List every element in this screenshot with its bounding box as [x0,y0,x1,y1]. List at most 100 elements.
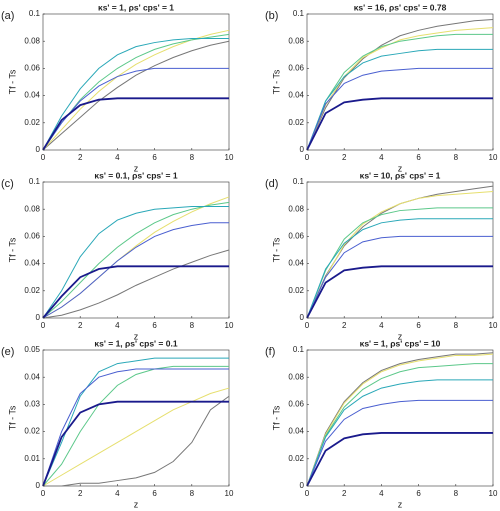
x-tick-label: 8 [454,153,459,162]
y-tick-label: 0.04 [24,91,40,100]
y-tick-label: 0.1 [293,345,305,354]
y-tick-label: 0 [36,481,41,490]
x-axis-label: z [398,163,403,173]
y-tick-label: 0.04 [288,427,304,436]
y-tick-label: 0.05 [24,345,40,354]
curve [306,379,493,487]
plot-area [306,349,494,487]
y-tick-label: 0.1 [29,177,41,186]
x-tick-label: 10 [489,489,498,498]
panel-label: (b) [265,10,278,22]
curve [306,235,493,319]
y-tick-label: 0 [36,145,41,154]
title: κs' = 10, ρs' cps' = 1 [360,170,441,180]
x-axis-label: z [134,331,139,341]
x-tick-label: 8 [190,153,195,162]
curve [42,400,229,487]
x-tick-label: 2 [78,489,83,498]
x-tick-label: 10 [225,153,234,162]
x-tick-label: 8 [190,321,195,330]
x-tick-label: 8 [190,489,195,498]
x-tick-label: 8 [454,489,459,498]
x-axis-label: z [398,499,403,509]
y-tick-label: 0.06 [288,400,304,409]
plot-area [42,349,230,487]
y-tick-label: 0.08 [288,36,304,45]
x-tick-label: 0 [305,489,310,498]
x-tick-label: 4 [115,321,120,330]
y-tick-label: 0.06 [24,64,40,73]
y-tick-label: 0.02 [288,286,304,295]
y-tick-label: 0.1 [293,177,305,186]
curve [306,27,494,151]
y-tick-label: 0.04 [24,259,40,268]
x-tick-label: 6 [152,153,157,162]
x-tick-label: 6 [152,489,157,498]
x-tick-label: 10 [489,153,498,162]
curve [42,357,229,487]
y-tick-label: 0.1 [29,9,41,18]
plot-area [306,181,494,319]
x-tick-label: 0 [41,153,46,162]
curve [306,191,494,319]
curve [306,18,494,151]
curve [306,33,493,151]
curve [42,387,230,487]
x-axis-label: z [134,163,139,173]
y-tick-label: 0.02 [288,118,304,127]
x-tick-label: 0 [41,321,46,330]
x-tick-label: 2 [342,321,347,330]
panel-label: (e) [1,346,14,358]
x-tick-label: 6 [416,321,421,330]
x-tick-label: 4 [379,321,384,330]
x-tick-label: 4 [379,489,384,498]
y-tick-label: 0.03 [24,400,40,409]
panel-label: (f) [265,346,275,358]
y-tick-label: 0.01 [24,454,40,463]
curve [306,265,493,319]
y-axis-label: Tf - Ts [7,237,17,262]
x-tick-label: 0 [305,321,310,330]
title: κs' = 1, ρs' cps' = 10 [360,338,441,348]
curve [306,97,493,151]
panel-label: (d) [265,178,278,190]
y-tick-label: 0.06 [288,232,304,241]
y-tick-label: 0 [300,313,305,322]
title: κs' = 1, ρs' cps' = 1 [98,2,174,12]
x-tick-label: 8 [454,321,459,330]
x-tick-label: 2 [342,489,347,498]
curve [306,353,494,487]
curve [42,365,229,487]
x-tick-label: 2 [78,321,83,330]
y-tick-label: 0.08 [24,36,40,45]
y-tick-label: 0.02 [288,454,304,463]
curve [42,368,229,487]
y-tick-label: 0 [300,145,305,154]
curve [42,265,229,319]
y-tick-label: 0.02 [24,427,40,436]
y-axis-label: Tf - Ts [7,69,17,94]
curve [306,352,494,487]
y-tick-label: 0 [300,481,305,490]
x-tick-label: 10 [225,489,234,498]
y-tick-label: 0.06 [288,64,304,73]
curve [42,37,229,151]
plot-area [42,181,230,319]
curve [42,205,229,319]
curve [306,218,493,319]
title: κs' = 1, ρs' cps' = 0.1 [94,338,177,348]
curve [42,222,229,319]
curve [306,363,493,487]
curve [42,249,230,319]
x-axis-label: z [134,499,139,509]
x-axis-label: z [398,331,403,341]
curve [306,207,493,319]
y-tick-label: 0.06 [24,232,40,241]
y-tick-label: 0.08 [288,372,304,381]
y-axis-label: Tf - Ts [271,69,281,94]
x-tick-label: 6 [152,321,157,330]
curve [42,201,230,319]
x-tick-label: 0 [41,489,46,498]
curve [42,40,230,151]
